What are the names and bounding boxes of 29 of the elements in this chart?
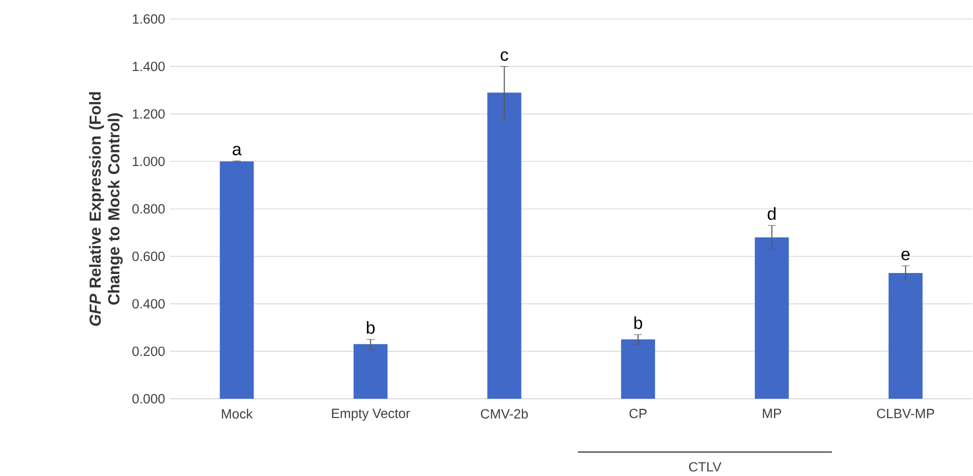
y-tick-label: 0.000 xyxy=(132,394,165,404)
annotation: b xyxy=(366,321,375,334)
text: CTLV xyxy=(689,462,722,472)
x-tick-label: CMV-2b xyxy=(480,408,528,419)
annotation: d xyxy=(768,207,776,220)
y-tick-label: 0.600 xyxy=(132,252,165,262)
bar xyxy=(487,92,522,399)
y-tick-label: 0.200 xyxy=(132,346,165,356)
bar xyxy=(621,339,656,399)
annotation: a xyxy=(232,146,242,156)
y-tick-label: 1.400 xyxy=(132,62,165,72)
bar xyxy=(754,237,789,399)
x-tick-label: CP xyxy=(629,408,647,418)
bar xyxy=(888,272,923,399)
y-tick-label: 1.600 xyxy=(132,14,165,24)
bar xyxy=(354,344,388,399)
x-tick-label: MP xyxy=(762,408,782,418)
y-tick-label: 0.400 xyxy=(132,299,165,309)
y-tick-label: 1.000 xyxy=(132,156,165,166)
annotation: c xyxy=(500,51,508,61)
y-tick-label: 0.800 xyxy=(132,204,165,214)
bar xyxy=(220,161,254,399)
x-tick-label: CLBV-MP xyxy=(876,408,934,418)
y-tick-label: 1.200 xyxy=(132,109,165,119)
annotation: b xyxy=(634,316,642,330)
x-tick-label: Empty Vector xyxy=(332,408,410,421)
x-tick-label: Mock xyxy=(222,408,253,419)
annotation: e xyxy=(901,250,910,260)
y-axis-title: GFP Relative Expression (Fold Change to Mock Control) xyxy=(89,92,123,326)
